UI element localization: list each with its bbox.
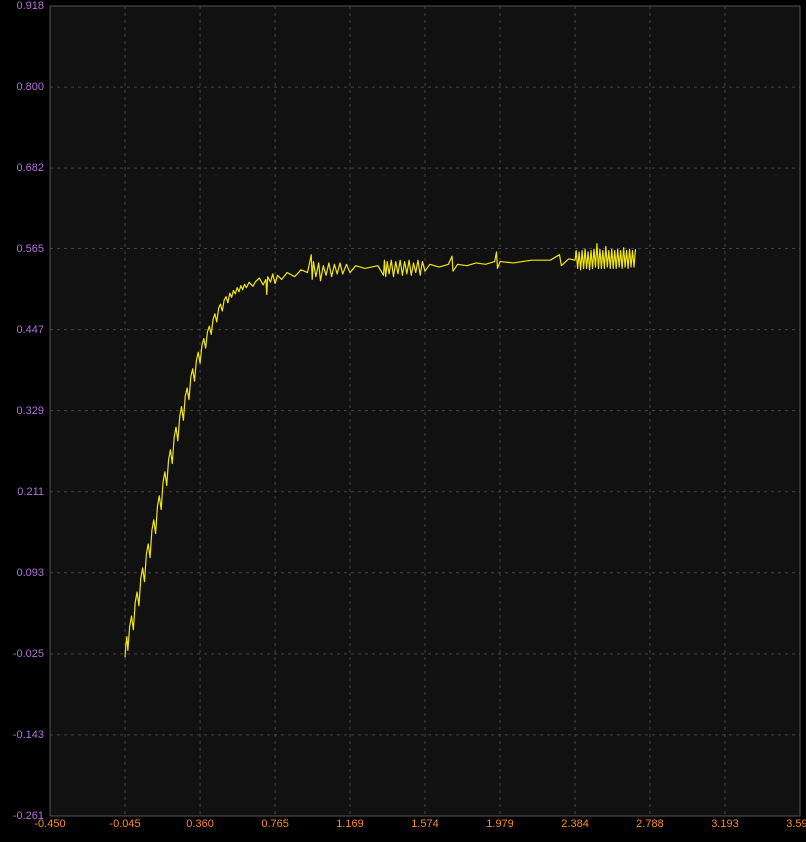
chart-svg: [0, 0, 806, 842]
y-tick-label: 0.682: [16, 162, 44, 174]
chart-container: -0.261-0.143-0.0250.0930.2110.3290.4470.…: [0, 0, 806, 842]
x-tick-label: 1.169: [336, 818, 364, 830]
x-tick-label: 3.598: [786, 818, 806, 830]
y-tick-label: 0.918: [16, 0, 44, 12]
y-tick-label: 0.565: [16, 243, 44, 255]
y-tick-label: -0.143: [13, 729, 44, 741]
x-tick-label: 2.384: [561, 818, 589, 830]
y-tick-label: 0.329: [16, 405, 44, 417]
y-tick-label: 0.447: [16, 324, 44, 336]
y-axis-labels: -0.261-0.143-0.0250.0930.2110.3290.4470.…: [0, 0, 48, 842]
y-tick-label: 0.800: [16, 81, 44, 93]
y-tick-label: 0.211: [17, 486, 44, 498]
x-tick-label: 0.765: [261, 818, 289, 830]
x-tick-label: -0.450: [34, 818, 65, 830]
y-tick-label: 0.093: [16, 567, 44, 579]
x-tick-label: -0.045: [109, 818, 140, 830]
x-tick-label: 3.193: [711, 818, 739, 830]
x-tick-label: 1.574: [411, 818, 439, 830]
x-axis-labels: -0.450 -0.045 0.360 0.765 1.169 1.574 1.979 2.3…: [0, 816, 806, 842]
x-tick-label: 1.979: [486, 818, 514, 830]
x-tick-label: 0.360: [186, 818, 214, 830]
y-tick-label: -0.025: [13, 648, 44, 660]
x-tick-label: 2.788: [636, 818, 664, 830]
